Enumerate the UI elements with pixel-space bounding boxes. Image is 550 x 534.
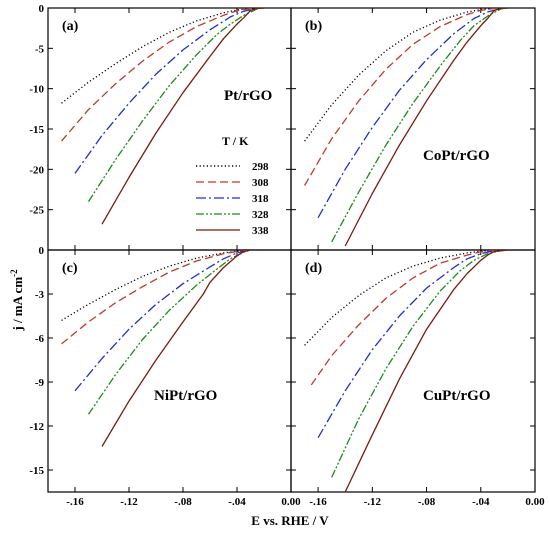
panel-c-series-298 <box>61 250 251 321</box>
panel-d-series-318 <box>317 250 508 439</box>
panel-c-xtick-label-1: -.12 <box>120 496 138 508</box>
panel-b-series-298 <box>304 8 508 142</box>
legend-label-298: 298 <box>252 161 269 173</box>
legend-entry-298: 298 <box>196 161 269 173</box>
legend: T / K 298 308 318 328 338 <box>196 134 269 237</box>
panel-c-xtick-label-2: -.08 <box>174 496 192 508</box>
legend-entry-338: 338 <box>196 225 269 237</box>
panel-c-frame <box>47 249 292 493</box>
panel-d-frame <box>290 249 536 493</box>
panel-d-xtick-label-0: -.16 <box>309 496 327 508</box>
legend-label-328: 328 <box>252 209 269 221</box>
panel-a-series-338 <box>101 8 265 225</box>
panel-c-series-308 <box>61 250 251 345</box>
legend-entry-318: 318 <box>196 193 269 205</box>
panel-d-catalyst-label: CuPt/rGO <box>423 388 491 404</box>
panel-a-letter: (a) <box>62 19 79 34</box>
panels: 0-5-10-15-20-25(a)Pt/rGO(b)CoPt/rGO-.16-… <box>29 3 545 508</box>
panel-b-series-338 <box>344 8 508 247</box>
panel-a-series-328 <box>87 8 265 202</box>
panel-d-xtick-label-2: -.08 <box>418 496 436 508</box>
legend-label-338: 338 <box>252 225 269 237</box>
legend-label-308: 308 <box>252 177 269 189</box>
panel-a-ytick-label-3: -15 <box>29 124 44 136</box>
panel-c-ytick-label-4: -12 <box>29 421 44 433</box>
panel-a-ytick-label-2: -10 <box>29 84 44 96</box>
panel-a-series-308 <box>61 8 265 142</box>
panel-d-series-338 <box>344 250 508 492</box>
legend-title: T / K <box>222 134 249 148</box>
legend-entry-308: 308 <box>196 177 269 189</box>
y-axis-title-sup: -2 <box>9 269 19 277</box>
panel-d-xtick-label-4: 0.00 <box>525 496 545 508</box>
panel-d: -.16 -.12 -.08 -.04 0.00 (d) CuPt/rGO <box>290 249 545 508</box>
panel-c-ytick-label-1: -3 <box>35 289 45 301</box>
panel-c-catalyst-label: NiPt/rGO <box>154 388 217 404</box>
panel-b-series-318 <box>317 8 508 219</box>
panel-b-series-328 <box>331 8 508 243</box>
panel-c-xtick-label-0: -.16 <box>66 496 84 508</box>
y-axis-title: j / mA cm-2 <box>9 269 25 332</box>
panel-a-ytick-label-4: -20 <box>29 164 44 176</box>
panel-c-ytick-label-2: -6 <box>35 333 45 345</box>
panel-a-catalyst-label: Pt/rGO <box>224 88 272 104</box>
panel-a-ytick-label-5: -25 <box>29 205 44 217</box>
panel-c-ytick-label-0: 0 <box>39 245 45 257</box>
panel-c-series-318 <box>74 250 251 392</box>
panel-d-series-308 <box>310 250 508 386</box>
panel-d-letter: (d) <box>305 261 322 276</box>
panel-d-series-328 <box>331 250 508 478</box>
panel-c-series-338 <box>101 250 251 447</box>
panel-c: -.16 -.12 -.08 -.04 0.00 0 -3 -6 -9 -12 -15 (c) NiPt… <box>29 245 301 508</box>
panel-c-letter: (c) <box>62 261 78 276</box>
y-axis-title-main: j / mA cm <box>10 277 25 332</box>
panel-c-ytick-label-5: -15 <box>29 465 44 477</box>
panel-d-xtick-label-3: -.04 <box>472 496 490 508</box>
panel-c-ytick-label-3: -9 <box>35 377 45 389</box>
panel-b-letter: (b) <box>305 19 322 34</box>
panel-b: (b) CoPt/rGO <box>290 7 536 251</box>
panel-a-series-298 <box>61 8 265 104</box>
panel-b-series-308 <box>304 8 508 186</box>
legend-entry-328: 328 <box>196 209 269 221</box>
panel-a-ytick-label-0: 0 <box>39 3 45 15</box>
panel-d-xtick-label-1: -.12 <box>364 496 382 508</box>
panel-b-frame <box>290 7 536 251</box>
x-axis-title: E vs. RHE / V <box>251 513 329 528</box>
panel-c-xtick-label-4: 0.00 <box>281 496 301 508</box>
panel-a-ytick-label-1: -5 <box>35 43 45 55</box>
panel-b-catalyst-label: CoPt/rGO <box>423 148 490 164</box>
panel-c-xtick-label-3: -.04 <box>228 496 246 508</box>
legend-label-318: 318 <box>252 193 269 205</box>
